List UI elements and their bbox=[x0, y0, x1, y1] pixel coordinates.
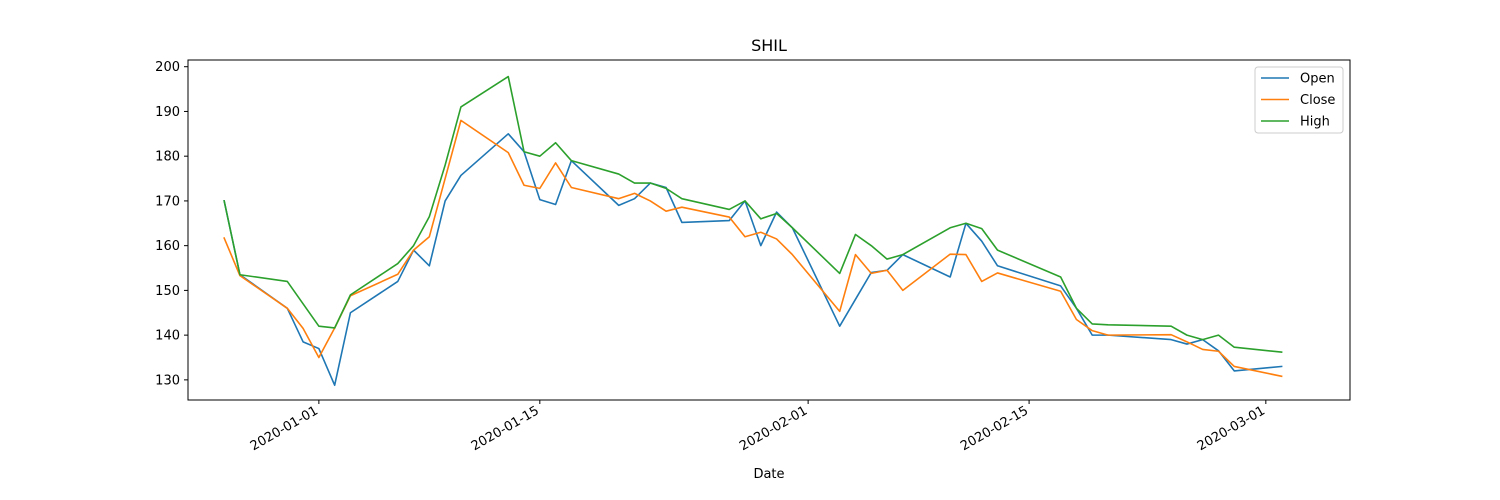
series-line-close bbox=[223, 119, 1283, 378]
y-tick-label: 200 bbox=[155, 60, 180, 75]
x-tick-label: 2020-02-01 bbox=[737, 403, 810, 454]
legend-frame bbox=[1254, 66, 1344, 134]
chart-title: SHIL bbox=[751, 36, 787, 55]
x-tick-label: 2020-01-01 bbox=[248, 403, 321, 454]
y-tick-label: 130 bbox=[155, 373, 180, 388]
y-tick-label: 180 bbox=[155, 150, 180, 165]
legend-label-open: Open bbox=[1300, 72, 1335, 87]
x-tick-label: 2020-01-15 bbox=[469, 403, 542, 454]
y-tick-label: 170 bbox=[155, 194, 180, 209]
legend: Open Close High bbox=[1254, 66, 1344, 134]
y-tick-label: 190 bbox=[155, 105, 180, 120]
plot-frame bbox=[187, 59, 1351, 401]
x-tick-label: 2020-03-01 bbox=[1195, 403, 1268, 454]
y-tick-label: 150 bbox=[155, 284, 180, 299]
legend-label-high: High bbox=[1300, 115, 1330, 130]
legend-label-close: Close bbox=[1300, 93, 1335, 108]
series-line-open bbox=[223, 133, 1283, 387]
x-axis-label: Date bbox=[753, 467, 784, 482]
series-line-high bbox=[223, 75, 1283, 354]
x-tick-label: 2020-02-15 bbox=[958, 403, 1031, 454]
y-tick-label: 140 bbox=[155, 329, 180, 344]
series-layer bbox=[223, 75, 1283, 387]
y-tick-label: 160 bbox=[155, 239, 180, 254]
axes-layer: 130 140 150 160 170 180 190 200 2020-01-01 2020-0… bbox=[155, 60, 1268, 454]
